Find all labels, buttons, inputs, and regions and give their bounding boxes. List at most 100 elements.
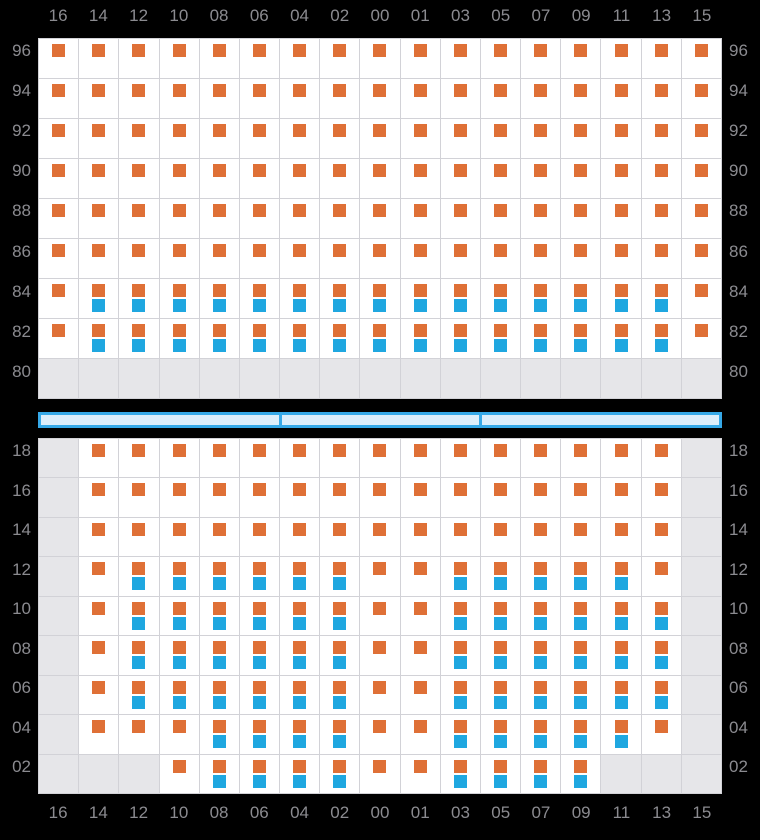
seat-cell[interactable]	[521, 754, 561, 793]
seat-cell[interactable]	[521, 636, 561, 675]
seat-cell[interactable]	[440, 715, 480, 754]
seat-cell[interactable]	[280, 636, 320, 675]
seat-cell[interactable]	[521, 239, 561, 278]
seat-cell[interactable]	[641, 636, 681, 675]
seat-cell[interactable]	[480, 715, 521, 754]
seat-cell[interactable]	[39, 319, 79, 358]
seat-cell[interactable]	[199, 319, 239, 358]
seat-cell[interactable]	[440, 557, 480, 596]
seat-cell[interactable]	[440, 319, 480, 358]
seat-cell[interactable]	[320, 279, 360, 318]
seat-cell[interactable]	[239, 199, 280, 238]
seat-cell[interactable]	[440, 199, 480, 238]
seat-cell[interactable]	[280, 159, 320, 198]
seat-cell[interactable]	[561, 319, 601, 358]
seat-cell[interactable]	[561, 199, 601, 238]
seat-cell[interactable]	[320, 478, 360, 517]
seat-cell[interactable]	[199, 517, 239, 557]
seat-cell[interactable]	[440, 636, 480, 675]
seat-cell[interactable]	[521, 478, 561, 517]
seat-cell[interactable]	[119, 517, 159, 557]
seat-cell[interactable]	[199, 279, 239, 318]
seat-cell[interactable]	[320, 715, 360, 754]
seat-cell[interactable]	[199, 39, 239, 78]
seat-cell[interactable]	[119, 119, 159, 158]
seat-cell[interactable]	[159, 557, 199, 596]
seat-cell[interactable]	[681, 279, 721, 318]
seat-cell[interactable]	[239, 79, 280, 118]
seat-cell[interactable]	[159, 517, 199, 557]
seat-cell[interactable]	[400, 636, 440, 675]
seat-cell[interactable]	[400, 439, 440, 478]
seat-cell[interactable]	[641, 715, 681, 754]
seat-cell[interactable]	[79, 199, 119, 238]
seat-cell[interactable]	[681, 39, 721, 78]
seat-cell[interactable]	[159, 478, 199, 517]
seat-cell[interactable]	[159, 199, 199, 238]
seat-cell[interactable]	[521, 79, 561, 118]
seat-cell[interactable]	[360, 596, 400, 636]
seat-cell[interactable]	[79, 319, 119, 358]
seat-cell[interactable]	[159, 79, 199, 118]
seat-cell[interactable]	[119, 636, 159, 675]
seat-cell[interactable]	[681, 319, 721, 358]
seat-cell[interactable]	[400, 199, 440, 238]
seat-cell[interactable]	[79, 439, 119, 478]
seat-cell[interactable]	[239, 39, 280, 78]
seat-cell[interactable]	[400, 596, 440, 636]
seat-cell[interactable]	[400, 39, 440, 78]
seat-cell[interactable]	[79, 636, 119, 675]
seat-cell[interactable]	[440, 239, 480, 278]
seat-cell[interactable]	[119, 79, 159, 118]
seat-cell[interactable]	[239, 319, 280, 358]
seat-cell[interactable]	[119, 478, 159, 517]
seat-cell[interactable]	[119, 675, 159, 715]
seat-cell[interactable]	[641, 79, 681, 118]
seat-cell[interactable]	[440, 39, 480, 78]
seat-cell[interactable]	[320, 636, 360, 675]
seat-cell[interactable]	[239, 159, 280, 198]
seat-cell[interactable]	[79, 675, 119, 715]
seat-cell[interactable]	[320, 557, 360, 596]
seat-cell[interactable]	[159, 119, 199, 158]
seat-cell[interactable]	[601, 159, 641, 198]
seat-cell[interactable]	[39, 79, 79, 118]
seat-cell[interactable]	[159, 715, 199, 754]
seat-cell[interactable]	[280, 675, 320, 715]
seat-cell[interactable]	[601, 79, 641, 118]
seat-cell[interactable]	[280, 439, 320, 478]
seat-cell[interactable]	[159, 675, 199, 715]
seat-cell[interactable]	[440, 596, 480, 636]
seat-cell[interactable]	[400, 517, 440, 557]
seat-cell[interactable]	[521, 517, 561, 557]
seat-cell[interactable]	[561, 675, 601, 715]
seat-cell[interactable]	[561, 159, 601, 198]
seat-cell[interactable]	[360, 319, 400, 358]
seat-cell[interactable]	[521, 596, 561, 636]
seat-cell[interactable]	[39, 279, 79, 318]
seat-cell[interactable]	[79, 596, 119, 636]
seat-cell[interactable]	[39, 159, 79, 198]
seat-cell[interactable]	[119, 199, 159, 238]
seat-cell[interactable]	[360, 159, 400, 198]
seat-cell[interactable]	[39, 39, 79, 78]
seat-cell[interactable]	[280, 754, 320, 793]
seat-cell[interactable]	[480, 439, 521, 478]
seat-cell[interactable]	[440, 79, 480, 118]
seat-cell[interactable]	[521, 199, 561, 238]
seat-cell[interactable]	[320, 439, 360, 478]
seat-cell[interactable]	[601, 199, 641, 238]
seat-cell[interactable]	[601, 478, 641, 517]
seat-cell[interactable]	[320, 199, 360, 238]
seat-cell[interactable]	[681, 159, 721, 198]
seat-cell[interactable]	[400, 715, 440, 754]
seat-cell[interactable]	[480, 478, 521, 517]
seat-cell[interactable]	[280, 596, 320, 636]
seat-cell[interactable]	[521, 439, 561, 478]
seat-cell[interactable]	[601, 596, 641, 636]
seat-cell[interactable]	[601, 39, 641, 78]
seat-cell[interactable]	[239, 596, 280, 636]
seat-cell[interactable]	[239, 675, 280, 715]
seat-cell[interactable]	[440, 439, 480, 478]
seat-cell[interactable]	[159, 636, 199, 675]
